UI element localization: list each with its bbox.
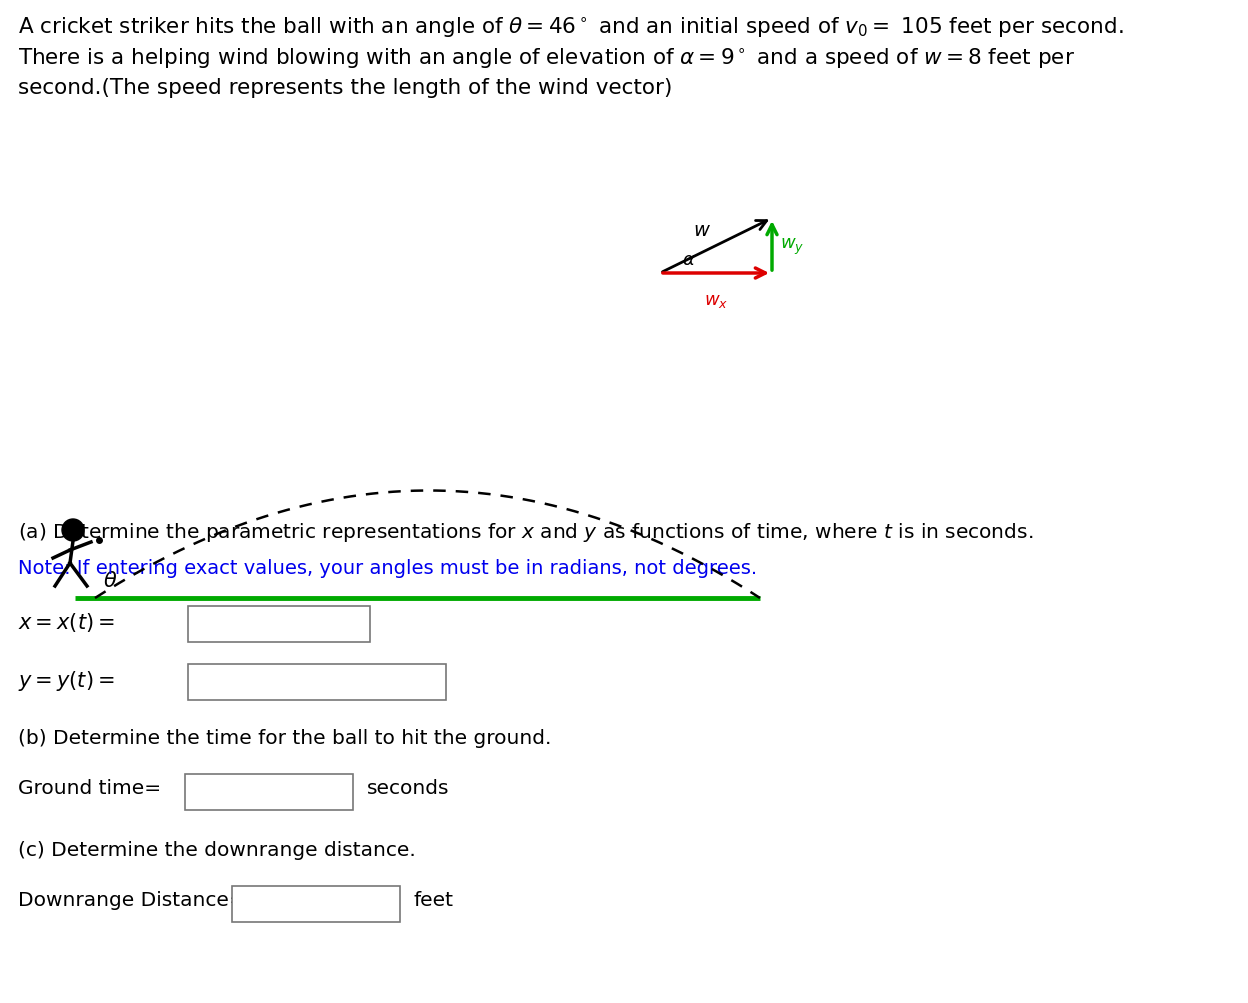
Text: (b) Determine the time for the ball to hit the ground.: (b) Determine the time for the ball to h… — [17, 728, 552, 747]
Text: There is a helping wind blowing with an angle of elevation of $\alpha = 9^\circ$: There is a helping wind blowing with an … — [17, 47, 1075, 71]
Text: Note: If entering exact values, your angles must be in radians, not degrees.: Note: If entering exact values, your ang… — [17, 559, 758, 578]
Text: Ground time=: Ground time= — [17, 778, 161, 797]
Text: feet: feet — [414, 890, 454, 909]
FancyBboxPatch shape — [232, 886, 401, 922]
Text: seconds: seconds — [367, 778, 449, 797]
Text: $\alpha$: $\alpha$ — [681, 251, 695, 269]
FancyBboxPatch shape — [185, 774, 353, 810]
Text: $\theta$: $\theta$ — [104, 571, 117, 591]
Text: $w_x$: $w_x$ — [704, 292, 728, 310]
Text: Downrange Distance=: Downrange Distance= — [17, 890, 246, 909]
Text: (a) Determine the parametric representations for $x$ and $y$ as functions of tim: (a) Determine the parametric representat… — [17, 521, 1033, 544]
Text: $w_y$: $w_y$ — [780, 236, 804, 257]
Text: $w$: $w$ — [693, 221, 711, 240]
Text: second.(The speed represents the length of the wind vector): second.(The speed represents the length … — [17, 78, 673, 98]
Text: A cricket striker hits the ball with an angle of $\theta = 46^\circ$ and an init: A cricket striker hits the ball with an … — [17, 16, 1123, 40]
FancyBboxPatch shape — [188, 607, 369, 642]
Circle shape — [62, 520, 84, 542]
Text: (c) Determine the downrange distance.: (c) Determine the downrange distance. — [17, 841, 416, 860]
Text: $y = y(t) =$: $y = y(t) =$ — [17, 668, 115, 692]
Text: $x = x(t) =$: $x = x(t) =$ — [17, 611, 115, 633]
FancyBboxPatch shape — [188, 664, 446, 700]
